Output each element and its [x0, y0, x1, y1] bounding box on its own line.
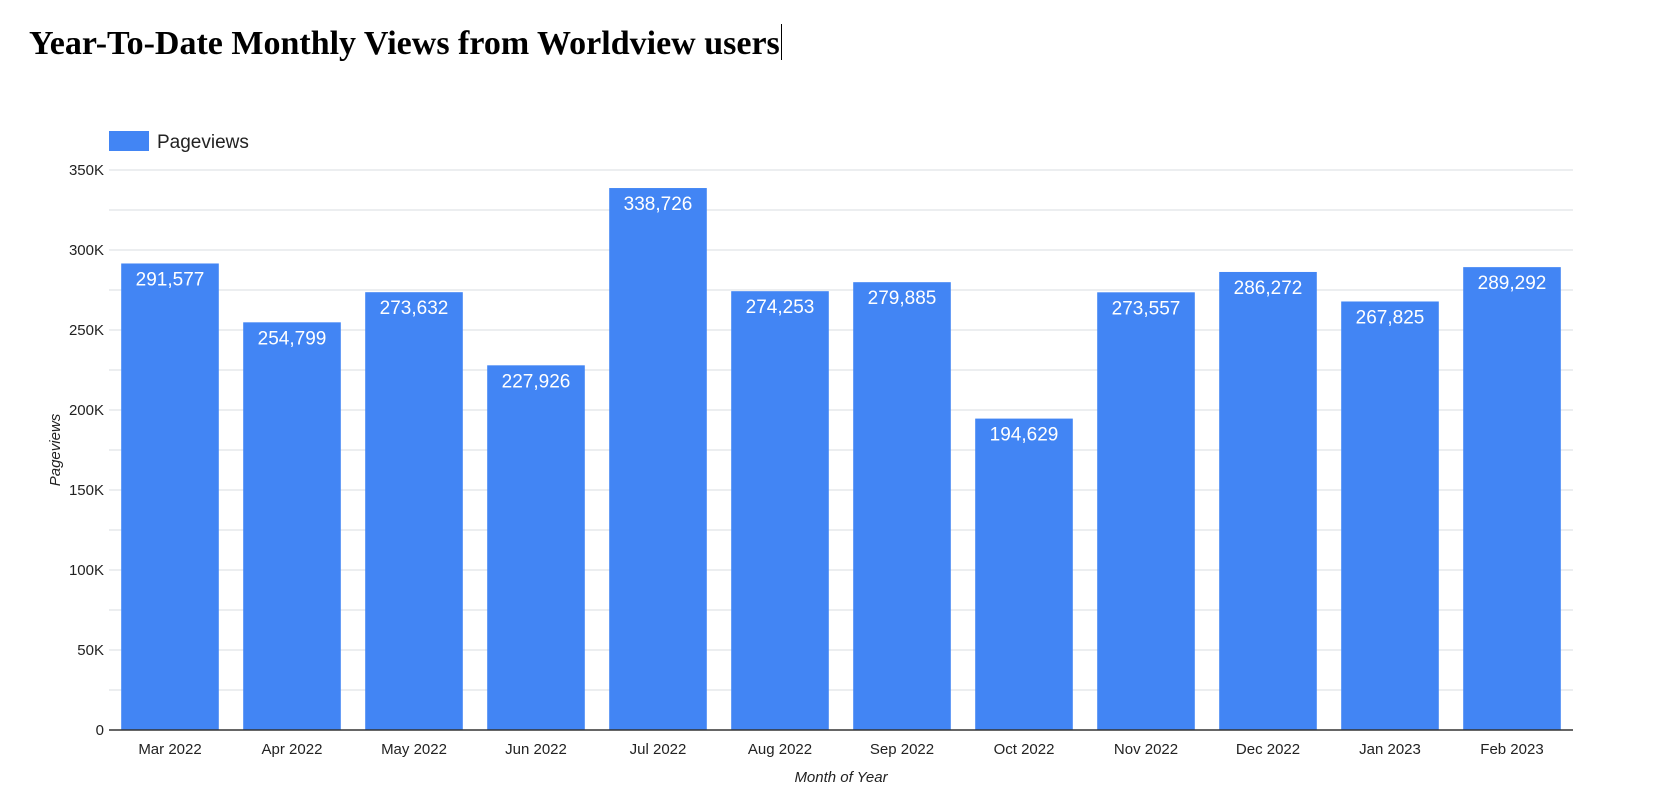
data-label: 289,292 — [1478, 273, 1547, 294]
x-tick-label: Mar 2022 — [138, 741, 201, 758]
data-label: 286,272 — [1234, 278, 1303, 299]
x-tick-label: Dec 2022 — [1236, 741, 1300, 758]
y-tick-label: 150K — [69, 482, 104, 499]
x-axis-label: Month of Year — [794, 769, 888, 786]
legend-label: Pageviews — [157, 132, 249, 153]
data-label: 227,926 — [502, 371, 571, 392]
x-tick-label: Jul 2022 — [630, 741, 687, 758]
bar — [1097, 292, 1195, 730]
x-tick-label: Apr 2022 — [262, 741, 323, 758]
x-tick-label: Oct 2022 — [994, 741, 1055, 758]
y-tick-label: 200K — [69, 402, 104, 419]
y-tick-label: 0 — [96, 722, 104, 739]
bar — [975, 418, 1073, 730]
data-label: 274,253 — [746, 297, 815, 318]
x-tick-label: Sep 2022 — [870, 741, 934, 758]
y-tick-label: 300K — [69, 242, 104, 259]
text-cursor — [780, 24, 782, 60]
legend-swatch — [109, 131, 149, 151]
x-axis-ticks: Mar 2022 Apr 2022 May 2022 Jun 2022 Jul 2022… — [138, 741, 1543, 758]
legend: Pageviews — [109, 131, 249, 153]
bar — [853, 282, 951, 730]
y-tick-label: 50K — [77, 642, 104, 659]
x-tick-label: Jun 2022 — [505, 741, 567, 758]
gridlines — [109, 169, 1573, 731]
x-tick-label: May 2022 — [381, 741, 447, 758]
bar — [609, 188, 707, 731]
data-label: 279,885 — [868, 288, 937, 309]
bar — [731, 291, 829, 730]
bars — [121, 188, 1561, 731]
y-axis-ticks: 0 50K 100K 150K 200K 250K 300K 350K — [69, 162, 104, 739]
bar — [121, 263, 219, 730]
bar — [1463, 267, 1561, 730]
x-tick-label: Nov 2022 — [1114, 741, 1178, 758]
x-tick-label: Jan 2023 — [1359, 741, 1421, 758]
data-labels: 291,577 254,799 273,632 227,926 338,726 274,2… — [136, 194, 1547, 446]
x-tick-label: Aug 2022 — [748, 741, 812, 758]
data-label: 254,799 — [258, 328, 327, 349]
data-label: 291,577 — [136, 269, 205, 290]
y-tick-label: 100K — [69, 562, 104, 579]
bar — [365, 292, 463, 730]
y-tick-label: 350K — [69, 162, 104, 179]
bar — [1341, 301, 1439, 730]
data-label: 194,629 — [990, 425, 1059, 446]
x-tick-label: Feb 2023 — [1480, 741, 1543, 758]
y-tick-label: 250K — [69, 322, 104, 339]
bar — [487, 365, 585, 730]
data-label: 273,557 — [1112, 298, 1181, 319]
y-axis-label: Pageviews — [47, 413, 64, 486]
chart-title: Year-To-Date Monthly Views from Worldvie… — [29, 24, 782, 63]
bar — [1219, 271, 1317, 730]
bar — [243, 322, 341, 730]
data-label: 267,825 — [1356, 307, 1425, 328]
chart-title-text: Year-To-Date Monthly Views from Worldvie… — [29, 25, 780, 62]
data-label: 338,726 — [624, 194, 693, 215]
data-label: 273,632 — [380, 298, 449, 319]
